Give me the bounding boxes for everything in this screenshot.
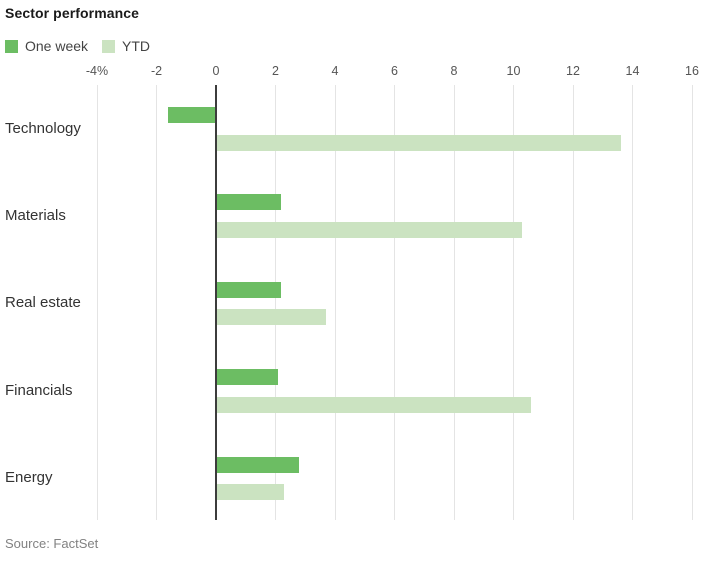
category-label-real-estate: Real estate bbox=[5, 294, 81, 312]
category-label-materials: Materials bbox=[5, 206, 66, 224]
bar-one-week-financials bbox=[216, 369, 279, 386]
chart-title: Sector performance bbox=[5, 5, 140, 21]
gridline--2 bbox=[156, 85, 157, 520]
bar-ytd-real-estate bbox=[216, 309, 327, 326]
x-tick-label-4: 4 bbox=[331, 64, 339, 78]
gridline--4 bbox=[96, 85, 98, 520]
x-tick-label-16: 16 bbox=[685, 64, 699, 78]
category-label-technology: Technology bbox=[5, 119, 81, 137]
x-tick-label-8: 8 bbox=[450, 64, 458, 78]
bar-ytd-energy bbox=[216, 484, 285, 501]
bar-one-week-technology bbox=[168, 107, 216, 123]
x-tick-label-6: 6 bbox=[391, 64, 398, 78]
x-tick-label-14: 14 bbox=[625, 64, 640, 78]
x-tick-label-2: 2 bbox=[272, 64, 279, 78]
one-week-swatch-icon bbox=[5, 39, 18, 53]
legend-item-ytd: YTD bbox=[102, 38, 150, 54]
source-note: Source: FactSet bbox=[5, 536, 99, 551]
category-label-energy: Energy bbox=[5, 469, 53, 487]
bar-one-week-materials bbox=[216, 194, 282, 211]
gridline-6 bbox=[394, 85, 395, 520]
x-tick-label--2: -2 bbox=[150, 64, 163, 78]
bar-ytd-financials bbox=[216, 396, 532, 413]
category-label-financials: Financials bbox=[5, 381, 73, 399]
gridline-2 bbox=[275, 85, 276, 520]
bar-one-week-energy bbox=[216, 456, 300, 473]
gridline-16 bbox=[691, 85, 693, 520]
gridline-10 bbox=[513, 85, 514, 520]
gridline-4 bbox=[334, 85, 336, 520]
ytd-swatch-icon bbox=[102, 39, 116, 53]
x-tick-label-0: 0 bbox=[212, 64, 220, 78]
legend-label-one-week: One week bbox=[25, 38, 89, 54]
bar-ytd-technology bbox=[216, 134, 621, 151]
legend-item-one-week: One week bbox=[5, 38, 88, 54]
chart-legend: One week YTD bbox=[5, 38, 150, 54]
gridline-14 bbox=[632, 85, 633, 520]
gridline-8 bbox=[453, 85, 455, 520]
bar-ytd-materials bbox=[216, 221, 523, 238]
x-tick-label-12: 12 bbox=[566, 64, 580, 78]
x-tick-label-10: 10 bbox=[506, 64, 521, 78]
legend-label-ytd: YTD bbox=[122, 38, 151, 54]
zero-baseline bbox=[215, 85, 217, 520]
gridline-12 bbox=[572, 85, 574, 520]
x-tick-label--4: -4% bbox=[85, 64, 109, 78]
bar-one-week-real-estate bbox=[216, 281, 282, 298]
